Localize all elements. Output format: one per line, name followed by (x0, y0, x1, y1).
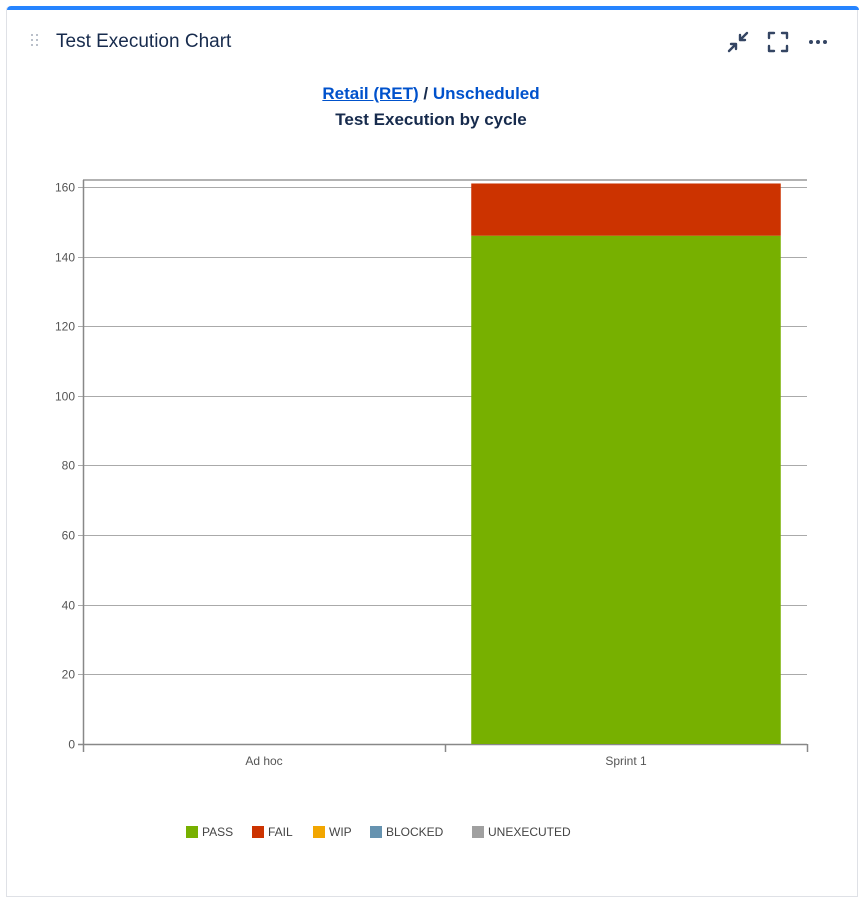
y-tick-label: 40 (62, 599, 76, 613)
legend-label: WIP (329, 825, 352, 839)
legend-label: FAIL (268, 825, 293, 839)
y-tick-label: 0 (68, 738, 75, 752)
subtitle-separator: / (423, 84, 429, 103)
execution-bar-chart: 0 20 40 60 80 100 120 140 160 Ad hoc Sprint 1 (55, 179, 809, 768)
y-tick-label: 80 (62, 459, 76, 473)
bar-pass-sprint-1 (471, 235, 781, 744)
legend-swatch (472, 826, 484, 838)
gadget-accent-bar (7, 6, 859, 10)
project-link[interactable]: Retail (RET) (322, 84, 419, 103)
legend-swatch (252, 826, 264, 838)
y-tick-label: 160 (55, 181, 75, 195)
legend-swatch (370, 826, 382, 838)
y-tick-label: 120 (55, 320, 75, 334)
legend-swatch (186, 826, 198, 838)
y-tick-label: 140 (55, 251, 75, 265)
legend-swatch (313, 826, 325, 838)
drag-handle-icon[interactable] (31, 34, 41, 50)
gadget-title: Test Execution Chart (56, 31, 232, 52)
chart-title: Test Execution by cycle (335, 110, 527, 129)
y-tick-label: 60 (62, 529, 76, 543)
legend-label: UNEXECUTED (488, 825, 571, 839)
y-tick-label: 20 (62, 668, 76, 682)
chart-subtitle: Retail (RET) / Unscheduled (0, 84, 862, 104)
bar-fail-sprint-1 (471, 183, 781, 236)
y-tick-label: 100 (55, 390, 75, 404)
version-link[interactable]: Unscheduled (432, 84, 540, 103)
more-options-icon[interactable] (806, 30, 830, 54)
fullscreen-icon[interactable] (766, 30, 790, 54)
collapse-icon[interactable] (726, 30, 750, 54)
legend-label: BLOCKED (386, 825, 444, 839)
x-tick-label: Ad hoc (245, 754, 282, 768)
legend-label: PASS (202, 825, 234, 839)
x-tick-label: Sprint 1 (605, 754, 647, 768)
